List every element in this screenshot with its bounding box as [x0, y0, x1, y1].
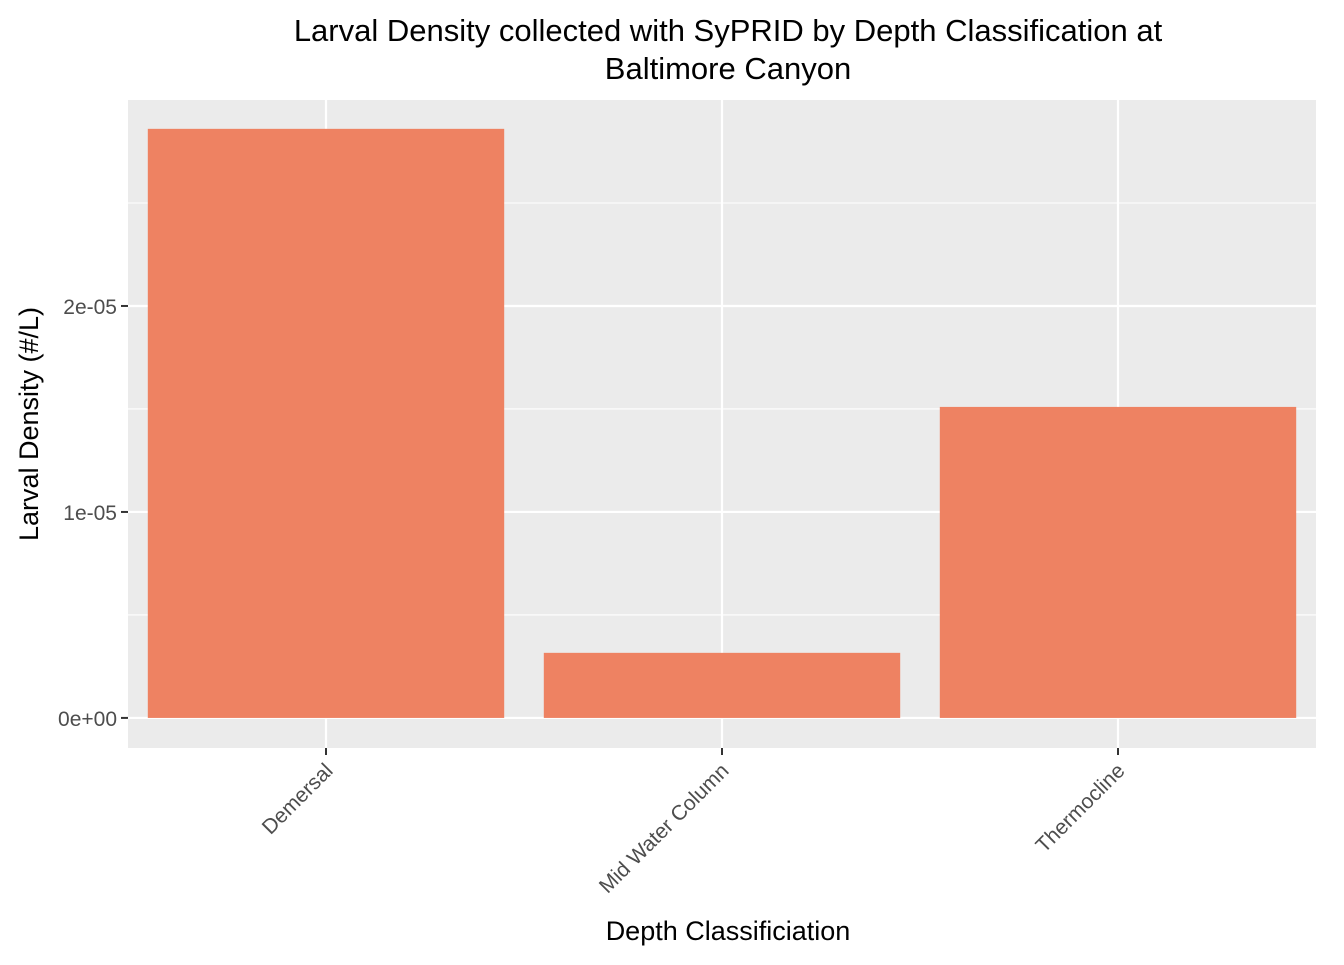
chart-title-line-1: Larval Density collected with SyPRID by … — [294, 13, 1163, 48]
bar-thermocline — [939, 406, 1297, 718]
y-tick-label: 2e-05 — [63, 296, 117, 319]
x-tick-label: Thermocline — [1032, 759, 1130, 857]
bar-demersal — [147, 128, 505, 718]
y-tick-label: 1e-05 — [63, 502, 117, 525]
y-tick-label: 0e+00 — [58, 708, 117, 731]
bar-mid-water-column — [543, 652, 901, 718]
y-axis-label: Larval Density (#/L) — [14, 307, 44, 541]
x-tick-label: Demersal — [258, 759, 338, 839]
chart-title-line-2: Baltimore Canyon — [605, 51, 851, 86]
x-tick-label: Mid Water Column — [595, 759, 734, 898]
x-axis-label: Depth Classificiation — [606, 916, 851, 946]
